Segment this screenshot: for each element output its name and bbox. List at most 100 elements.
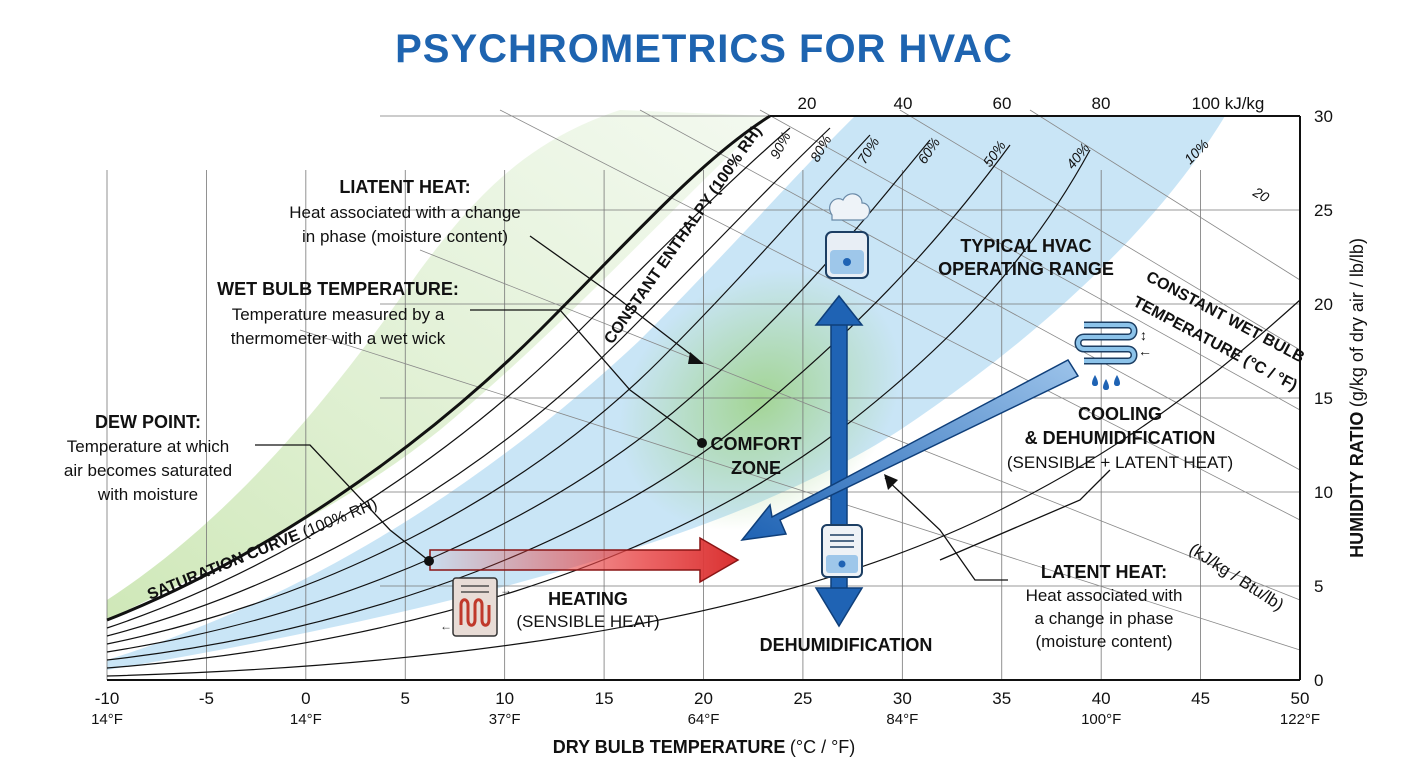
x-tick-label: 5 (401, 689, 410, 708)
svg-text:with moisture: with moisture (97, 485, 198, 504)
x-tick-label: 45 (1191, 689, 1210, 708)
svg-text:DEW POINT:: DEW POINT: (95, 412, 201, 432)
x-tick-label: 35 (992, 689, 1011, 708)
y-tick-label: 0 (1314, 671, 1323, 690)
x-tick-f-label: 84°F (886, 711, 918, 728)
svg-text:WET BULB TEMPERATURE:: WET BULB TEMPERATURE: (217, 279, 459, 299)
rh-curve-80 (106, 127, 831, 637)
x-tick-label: 30 (893, 689, 912, 708)
x-tick-label: 0 (301, 689, 310, 708)
svg-text:ZONE: ZONE (731, 458, 781, 478)
y-tick-label: 10 (1314, 483, 1333, 502)
cooling-arrow (740, 359, 1080, 541)
typical-range-annotation: TYPICAL HVAC OPERATING RANGE (938, 236, 1114, 279)
x-tick-label: -5 (199, 689, 214, 708)
grid-diagonal (499, 109, 1301, 521)
cooling-coil-icon: ↕ ← (1074, 321, 1152, 365)
svg-text:Temperature measured by a: Temperature measured by a (232, 305, 445, 324)
humidifier-icon (825, 193, 871, 279)
svg-text:Heat associated with: Heat associated with (1026, 586, 1183, 605)
rh-curve-10 (106, 299, 1301, 677)
cooling-annotation: COOLING & DEHUMIDIFICATION (SENSIBLE + L… (1007, 404, 1233, 472)
svg-text:thermometer with a wet wick: thermometer with a wet wick (231, 329, 446, 348)
svg-text:(SENSIBLE HEAT): (SENSIBLE HEAT) (516, 612, 659, 631)
x-tick-f-label: 14°F (91, 711, 123, 728)
grid-diagonal (419, 249, 1301, 601)
rh-label-90: 90% (767, 129, 794, 161)
y-axis-title: HUMIDITY RATIO (g/kg of dry air / lb/lb) (1347, 238, 1367, 558)
humidification-arrow (814, 294, 864, 526)
x-tick-label: -10 (95, 689, 120, 708)
y-tick-label: 30 (1314, 107, 1333, 126)
x-tick-f-label: 37°F (489, 711, 521, 728)
rh-curve-40 (106, 149, 1091, 669)
y-tick-label: 15 (1314, 389, 1333, 408)
x-tick-label: 40 (1092, 689, 1111, 708)
enthalpy-tick-label: 40 (894, 94, 913, 113)
heater-icon: → ← (440, 577, 512, 637)
svg-text:OPERATING RANGE: OPERATING RANGE (938, 259, 1114, 279)
y-tick-label: 5 (1314, 577, 1323, 596)
svg-text:LATENT HEAT:: LATENT HEAT: (1041, 562, 1167, 582)
x-tick-f-label: 14°F (290, 711, 322, 728)
heating-arrow (429, 536, 740, 584)
svg-text:(moisture content): (moisture content) (1036, 632, 1173, 651)
latent-heat-top-annotation: LIATENT HEAT: Heat associated with a cha… (289, 177, 521, 246)
wet-bulb-tick-20: 20 (1250, 183, 1273, 205)
x-tick-f-label: 122°F (1280, 711, 1320, 728)
svg-text:(SENSIBLE + LATENT HEAT): (SENSIBLE + LATENT HEAT) (1007, 453, 1233, 472)
svg-text:COOLING: COOLING (1078, 404, 1162, 424)
y-axis-ticks: 0 5 10 15 20 25 30 (1314, 107, 1333, 690)
enthalpy-tick-label: 60 (993, 94, 1012, 113)
svg-text:Heat associated with a change: Heat associated with a change (289, 203, 521, 222)
dehumidification-annotation: DEHUMIDIFICATION (760, 635, 933, 655)
latent-top-pointer (688, 352, 704, 364)
comfort-zone-annotation: COMFORT ZONE (711, 434, 802, 478)
x-tick-f-label: 100°F (1081, 711, 1121, 728)
x-axis-title: DRY BULB TEMPERATURE (°C / °F) (553, 737, 856, 757)
svg-text:↕: ↕ (1140, 327, 1147, 343)
wet-bulb-point (697, 438, 707, 448)
svg-text:COMFORT: COMFORT (711, 434, 802, 454)
x-tick-label: 50 (1291, 689, 1310, 708)
rh-curve-50 (106, 144, 1011, 661)
latent-bottom-pointer (884, 474, 898, 490)
x-tick-label: 10 (495, 689, 514, 708)
svg-text:→: → (500, 583, 512, 597)
svg-text:air becomes saturated: air becomes saturated (64, 461, 232, 480)
saturation-curve (106, 114, 771, 622)
grid-diagonal (1029, 109, 1301, 281)
x-tick-label: 15 (595, 689, 614, 708)
water-drops-icon (1092, 375, 1120, 390)
y-tick-label: 20 (1314, 295, 1333, 314)
heating-annotation: HEATING (SENSIBLE HEAT) (516, 589, 659, 631)
rh-curve-90 (106, 127, 791, 629)
enthalpy-tick-label: 20 (798, 94, 817, 113)
x-tick-label: 20 (694, 689, 713, 708)
svg-text:TYPICAL HVAC: TYPICAL HVAC (960, 236, 1091, 256)
grid-diagonal (299, 329, 1301, 651)
wet-bulb-annotation: WET BULB TEMPERATURE: Temperature measur… (217, 279, 459, 348)
grid-diagonal (759, 109, 1301, 411)
enthalpy-tick-label: 100 kJ/kg (1192, 94, 1265, 113)
x-axis-fahrenheit-ticks: 14°F 14°F 37°F 64°F 84°F 100°F 122°F (91, 711, 1320, 728)
svg-text:←: ← (1138, 343, 1152, 359)
rh-curve-70 (106, 134, 871, 645)
x-tick-label: 25 (793, 689, 812, 708)
svg-text:←: ← (440, 619, 452, 633)
svg-text:a change in phase: a change in phase (1035, 609, 1174, 628)
x-tick-f-label: 64°F (688, 711, 720, 728)
y-tick-label: 25 (1314, 201, 1333, 220)
leader-lines (255, 235, 1111, 581)
svg-text:in phase (moisture content): in phase (moisture content) (302, 227, 508, 246)
x-axis-ticks: -10 -5 0 5 10 15 20 25 30 35 40 45 50 (95, 689, 1310, 708)
dew-point-marker (424, 556, 434, 566)
enthalpy-unit-label: (kJ/kg / Btu/lb) (1186, 539, 1287, 614)
dew-point-annotation: DEW POINT: Temperature at which air beco… (64, 412, 232, 504)
svg-text:LIATENT HEAT:: LIATENT HEAT: (339, 177, 470, 197)
svg-text:HEATING: HEATING (548, 589, 628, 609)
dehumidifier-icon (821, 524, 863, 578)
enthalpy-ticks: 20 40 60 80 100 kJ/kg (798, 94, 1265, 113)
page-title: PSYCHROMETRICS FOR HVAC (395, 27, 1013, 71)
